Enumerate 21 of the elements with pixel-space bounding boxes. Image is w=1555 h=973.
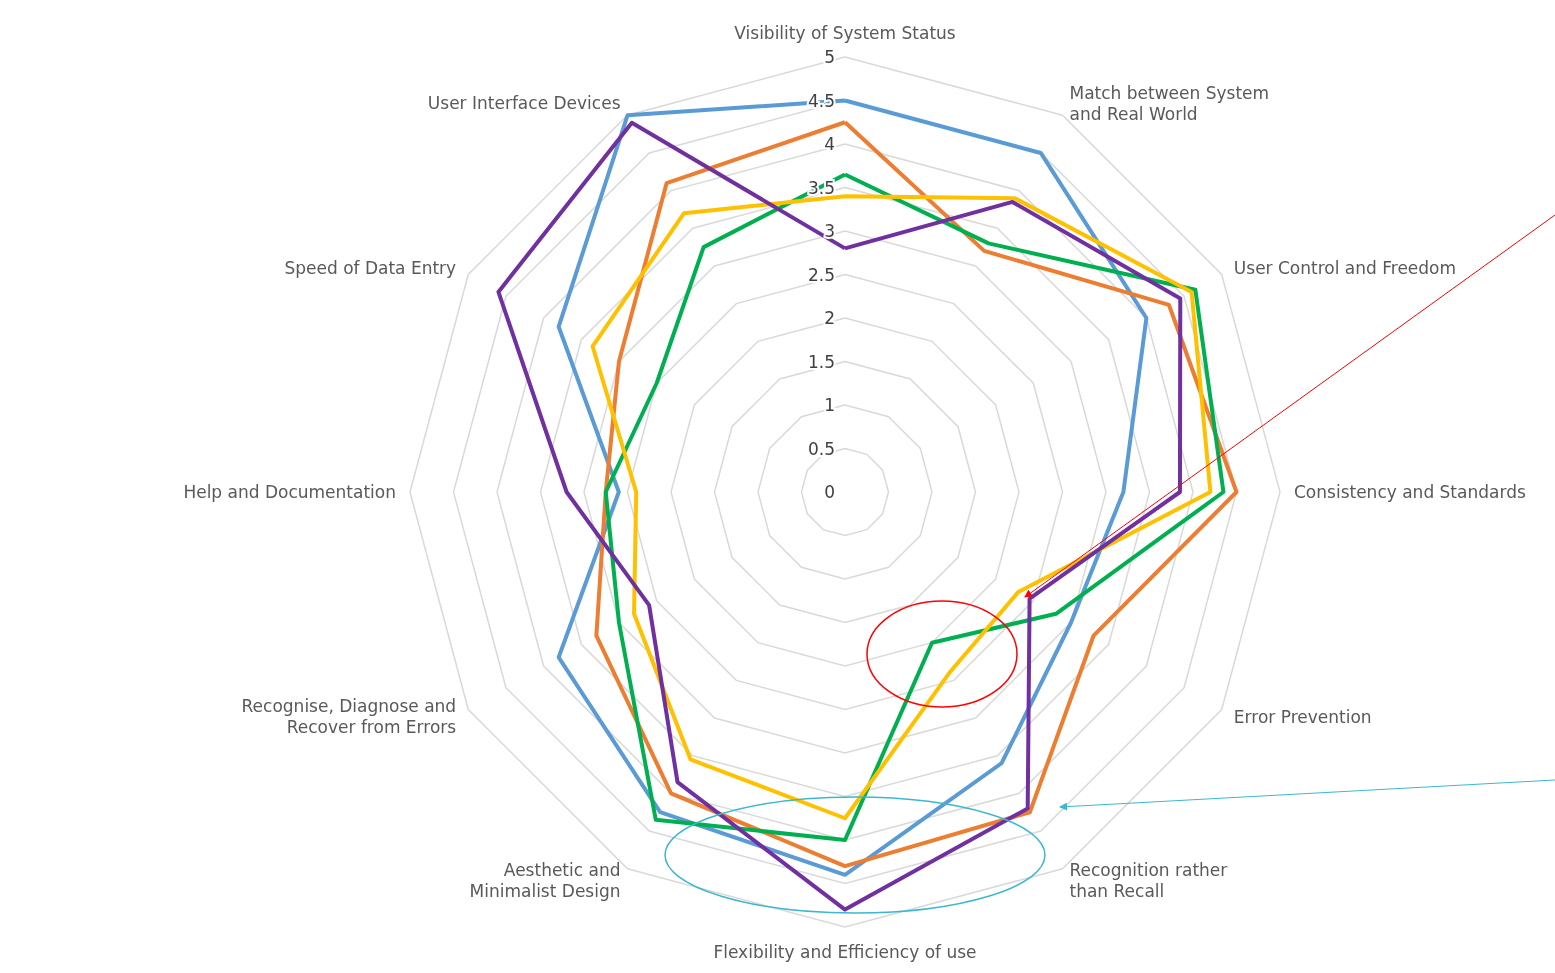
spoke-label: Aesthetic and Minimalist Design bbox=[469, 860, 621, 902]
spoke-label: User Control and Freedom bbox=[1233, 257, 1457, 278]
y-tick-label: 0 bbox=[824, 482, 835, 502]
y-tick-label: 2 bbox=[824, 308, 835, 328]
spoke-label: Recognise, Diagnose and Recover from Errors bbox=[241, 696, 457, 737]
spoke-label: Recognition rather than Recall bbox=[1069, 860, 1228, 902]
spoke-label: Visibility of System Status bbox=[734, 22, 956, 43]
y-tick-label: 4 bbox=[824, 134, 835, 154]
spoke-label: User Interface Devices bbox=[427, 93, 621, 114]
spoke-label: Error Prevention bbox=[1233, 706, 1372, 727]
spoke-label: Speed of Data Entry bbox=[284, 257, 457, 278]
spoke-label: Flexibility and Efficiency of use bbox=[713, 941, 977, 962]
spoke-label: Match between System and Real World bbox=[1069, 82, 1270, 124]
y-tick-label: 2.5 bbox=[807, 264, 835, 285]
y-tick-label: 1 bbox=[824, 395, 835, 415]
y-tick-label: 5 bbox=[824, 47, 835, 67]
spoke-label: Consistency and Standards bbox=[1294, 482, 1526, 502]
spoke-label: Help and Documentation bbox=[183, 482, 396, 502]
y-tick-label: 1.5 bbox=[807, 351, 835, 372]
y-tick-label: 3 bbox=[824, 221, 835, 241]
y-tick-label: 0.5 bbox=[807, 438, 835, 459]
